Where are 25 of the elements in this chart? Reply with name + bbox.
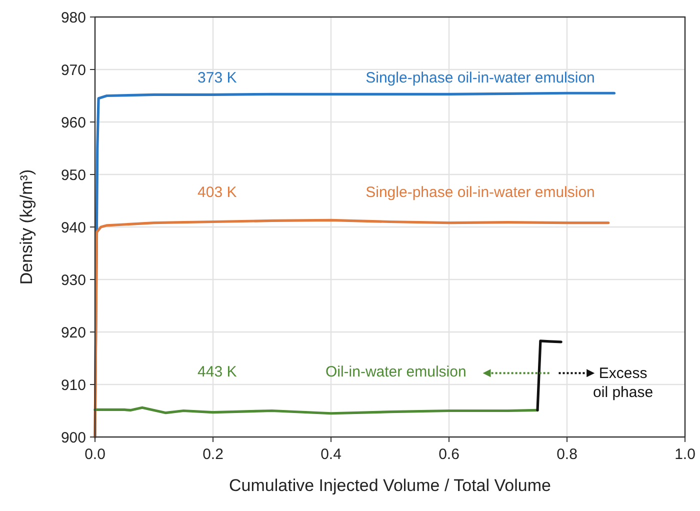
y-tick-label: 910 — [60, 376, 86, 394]
y-axis-title: Density (kg/m³) — [17, 169, 36, 285]
x-tick-label: 0.4 — [320, 446, 342, 463]
y-tick-label: 930 — [60, 272, 86, 289]
x-tick-label: 0.8 — [556, 446, 578, 463]
y-tick-label: 970 — [60, 62, 86, 79]
y-tick-label: 900 — [60, 429, 86, 446]
text: 443 K — [198, 363, 237, 380]
line-series — [536, 340, 562, 412]
y-tick-label: 940 — [60, 219, 86, 236]
x-axis-title: Cumulative Injected Volume / Total Volume — [229, 476, 551, 495]
x-tick-label: 1.0 — [674, 446, 696, 463]
x-tick-label: 0.2 — [202, 446, 224, 463]
x-tick-label: 0.0 — [84, 446, 106, 463]
y-tick-label: 950 — [60, 166, 86, 184]
annotation: Single-phase oil-in-water emulsion — [366, 184, 595, 201]
y-tick-label: 960 — [60, 114, 86, 132]
y-tick-label: 920 — [60, 324, 86, 342]
x-tick-label: 0.6 — [438, 446, 460, 463]
y-tick-label: 980 — [60, 9, 86, 26]
annotation: Oil-in-water emulsion — [325, 363, 466, 380]
series-label: 403 K — [198, 184, 237, 201]
annotation: Excess oil phase — [593, 365, 654, 402]
annotation: Single-phase oil-in-water emulsion — [366, 70, 595, 87]
series-label: 373 K — [198, 70, 237, 87]
